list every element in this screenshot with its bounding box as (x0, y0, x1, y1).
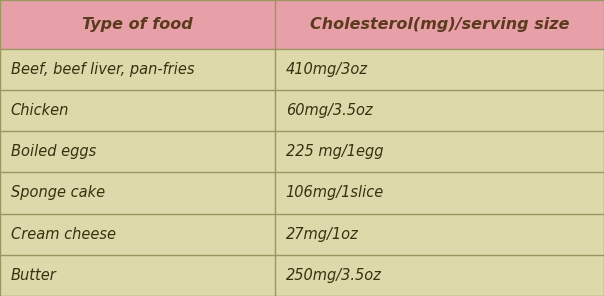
Text: Butter: Butter (11, 268, 57, 283)
Bar (0, 255, 604, 296)
Text: 27mg/1oz: 27mg/1oz (286, 227, 358, 242)
Text: Sponge cake: Sponge cake (11, 185, 105, 200)
Text: Type of food: Type of food (82, 17, 193, 32)
Bar (0, 213, 604, 255)
Text: Cream cheese: Cream cheese (11, 227, 116, 242)
Text: 106mg/1slice: 106mg/1slice (286, 185, 384, 200)
Text: Beef, beef liver, pan-fries: Beef, beef liver, pan-fries (11, 62, 194, 77)
Bar (0, 131, 604, 172)
Bar (0, 49, 604, 90)
Text: 410mg/3oz: 410mg/3oz (286, 62, 368, 77)
Bar (0, 172, 604, 213)
Text: Cholesterol(mg)/serving size: Cholesterol(mg)/serving size (310, 17, 569, 32)
Text: 250mg/3.5oz: 250mg/3.5oz (286, 268, 382, 283)
Bar (0, 90, 604, 131)
Text: Chicken: Chicken (11, 103, 69, 118)
Bar (0, 0, 604, 49)
Text: Boiled eggs: Boiled eggs (11, 144, 96, 159)
Text: 60mg/3.5oz: 60mg/3.5oz (286, 103, 372, 118)
Text: 225 mg/1egg: 225 mg/1egg (286, 144, 383, 159)
